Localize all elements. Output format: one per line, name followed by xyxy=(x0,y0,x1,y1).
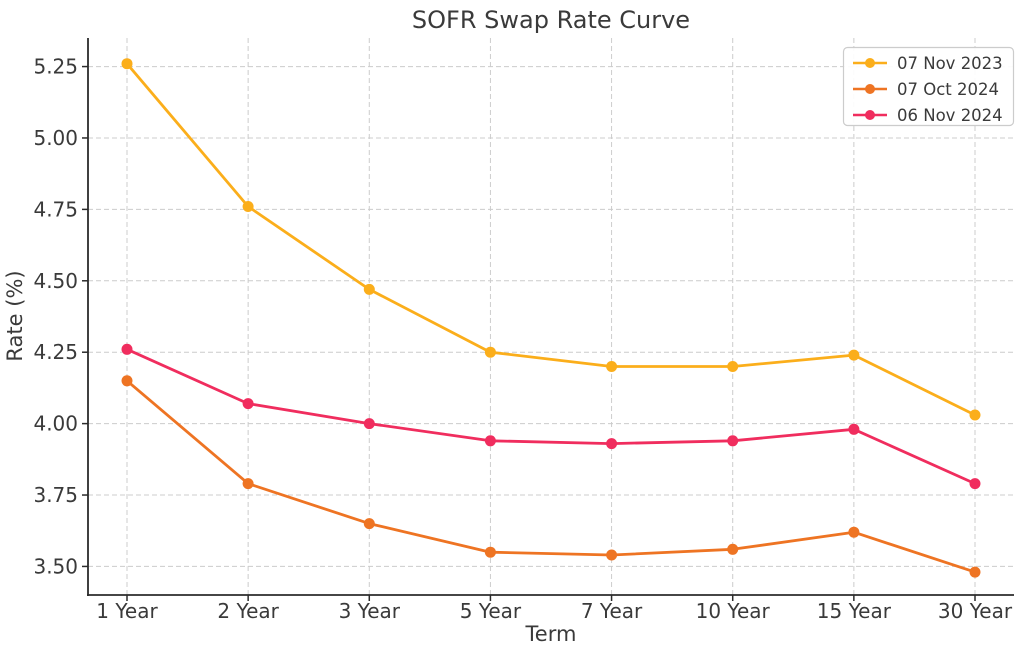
legend-item: 07 Oct 2024 xyxy=(853,80,999,99)
data-series xyxy=(121,58,981,578)
legend-marker-dot xyxy=(865,84,875,94)
y-tick-label: 3.75 xyxy=(33,483,78,507)
data-point xyxy=(606,361,618,372)
data-point xyxy=(848,526,860,538)
x-tick-label: 7 Year xyxy=(581,599,643,623)
legend: 07 Nov 2023 07 Oct 2024 06 Nov 2024 xyxy=(842,46,1015,127)
data-point xyxy=(969,478,981,490)
y-tick-label: 4.00 xyxy=(33,412,78,436)
chart-title: SOFR Swap Rate Curve xyxy=(412,6,690,34)
x-tick-label: 3 Year xyxy=(339,599,401,623)
data-point xyxy=(121,58,133,70)
legend-label: 07 Nov 2023 xyxy=(897,54,1003,73)
legend-item: 07 Nov 2023 xyxy=(853,54,1003,73)
x-tick-label: 1 Year xyxy=(96,599,158,623)
data-point xyxy=(969,409,981,421)
data-point xyxy=(848,423,860,435)
series-line-07-nov-2023 xyxy=(125,62,977,417)
data-point xyxy=(727,435,739,447)
data-point xyxy=(242,398,254,410)
x-tick-label: 2 Year xyxy=(217,599,279,623)
data-point xyxy=(484,346,496,358)
data-point xyxy=(606,438,618,450)
y-tick-label: 4.50 xyxy=(33,269,78,293)
legend-item: 06 Nov 2024 xyxy=(853,106,1003,125)
data-point xyxy=(727,543,739,555)
x-tick-label: 5 Year xyxy=(460,599,522,623)
x-axis-label: Term xyxy=(525,622,577,646)
data-point xyxy=(363,418,375,430)
legend-marker-dot xyxy=(865,110,875,120)
data-point xyxy=(484,546,496,558)
series-line-06-nov-2024 xyxy=(125,347,977,485)
series-line-07-oct-2024 xyxy=(125,379,977,574)
x-tick-label: 15 Year xyxy=(817,599,892,623)
y-axis-label: Rate (%) xyxy=(3,270,27,361)
axes: 3.50 3.75 4.00 4.25 4.50 4.75 5.00 5.25 1 Year 2 … xyxy=(33,38,1014,623)
y-tick-label: 3.50 xyxy=(33,554,78,578)
y-tick-label: 4.25 xyxy=(33,340,78,364)
data-point xyxy=(363,283,375,295)
data-point xyxy=(242,201,254,212)
data-point xyxy=(484,435,496,447)
legend-marker-dot xyxy=(865,58,875,68)
legend-box xyxy=(842,46,1015,127)
data-point xyxy=(242,478,254,490)
x-tick-label: 30 Year xyxy=(938,599,1013,623)
legend-label: 06 Nov 2024 xyxy=(897,106,1003,125)
data-point xyxy=(121,375,133,387)
data-point xyxy=(727,361,739,372)
y-tick-label: 4.75 xyxy=(33,197,78,221)
data-point xyxy=(121,343,133,355)
y-tick-label: 5.00 xyxy=(33,126,78,150)
x-tick-label: 10 Year xyxy=(696,599,771,623)
data-point xyxy=(969,566,981,578)
y-tick-label: 5.25 xyxy=(33,55,78,79)
data-point xyxy=(363,518,375,530)
data-point xyxy=(606,549,618,561)
legend-label: 07 Oct 2024 xyxy=(897,80,999,99)
data-point xyxy=(848,349,860,361)
